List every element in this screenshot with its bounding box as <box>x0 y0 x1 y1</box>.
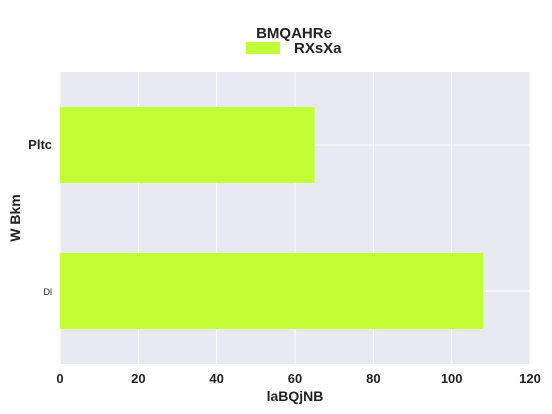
x-tick-label: 100 <box>441 371 463 386</box>
y-tick-label: Pltc <box>28 137 52 152</box>
legend-title: BMQAHRe <box>256 25 332 42</box>
x-tick-label: 0 <box>56 371 63 386</box>
bar-dl <box>60 253 483 329</box>
x-tick-labels: 0 20 40 60 80 100 120 <box>56 371 540 386</box>
x-tick-label: 60 <box>288 371 302 386</box>
x-tick-label: 120 <box>519 371 541 386</box>
y-tick-label: Dl <box>44 287 53 297</box>
x-tick-label: 40 <box>209 371 223 386</box>
x-tick-label: 80 <box>366 371 380 386</box>
legend-label: RXsXa <box>294 40 342 57</box>
x-axis-title: laBQjNB <box>267 388 324 404</box>
bars <box>60 107 483 329</box>
x-tick-label: 20 <box>131 371 145 386</box>
y-axis-title: W Bkm <box>7 194 23 241</box>
y-tick-labels: Pltc Dl <box>28 137 52 297</box>
legend-swatch <box>246 42 280 54</box>
bar-pltc <box>60 107 315 183</box>
legend: BMQAHRe RXsXa <box>246 25 342 57</box>
